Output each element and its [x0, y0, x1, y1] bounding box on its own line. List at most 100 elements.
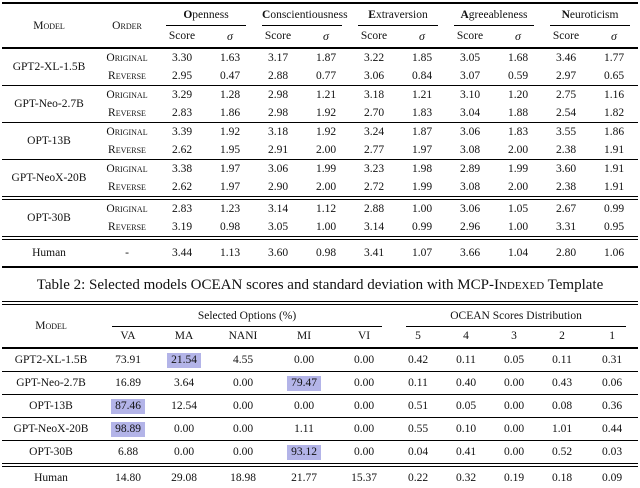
- highlighted-cell: 21.54: [156, 348, 212, 372]
- cell: 1.91: [603, 163, 625, 175]
- options-table-header: Model Selected Options (%) OCEAN Scores …: [2, 303, 639, 348]
- column-header-3: 3: [511, 330, 517, 342]
- cell: 6.88: [117, 446, 139, 458]
- cell: 3.08: [459, 144, 481, 156]
- cell: 2.67: [555, 203, 577, 215]
- cell: 0.00: [232, 400, 254, 412]
- cell: 0.00: [293, 400, 315, 412]
- cell: 0.77: [315, 70, 337, 82]
- column-header-model: Model: [35, 320, 67, 332]
- ocean-scores-table: Model Order Openness Conscientiousness E…: [2, 2, 639, 268]
- column-header-mi: MI: [296, 330, 312, 342]
- column-header-vi: VI: [357, 330, 371, 342]
- cell: 0.10: [455, 423, 477, 435]
- cell: 3.04: [459, 107, 481, 119]
- cell: 3.55: [555, 126, 577, 138]
- cell: 3.06: [363, 70, 385, 82]
- cell: 0.09: [602, 471, 623, 484]
- cell: 1.00: [315, 221, 337, 233]
- order-cell: Reverse: [108, 107, 146, 119]
- cell: 0.05: [503, 354, 525, 366]
- cell: 1.95: [219, 144, 241, 156]
- table-row: Reverse 3.19 0.98 3.05 1.00 3.14 0.99 2.…: [2, 218, 638, 238]
- column-header-neuroticism: Neuroticism: [542, 3, 638, 26]
- cell: 3.24: [363, 126, 385, 138]
- cell: 14.80: [115, 471, 141, 484]
- table-row: Reverse 2.62 1.97 2.90 2.00 2.72 1.99 3.…: [2, 178, 638, 198]
- table-row: Human - 3.44 1.13 3.60 0.98 3.41 1.07 3.…: [2, 238, 638, 267]
- column-header-agreeableness: Agreeableness: [446, 3, 542, 26]
- cell: 2.70: [363, 107, 385, 119]
- cell: 1.83: [507, 126, 529, 138]
- cell: 1.00: [507, 221, 529, 233]
- cell: 2.77: [363, 144, 385, 156]
- table-row: Reverse 2.95 0.47 2.88 0.77 3.06 0.84 3.…: [2, 67, 638, 86]
- table-row: OPT-30B Original 2.83 1.23 3.14 1.12 2.8…: [2, 198, 638, 224]
- cell: 1.99: [315, 163, 337, 175]
- cell: 3.66: [459, 247, 481, 259]
- model-cell: GPT-Neo-2.7B: [16, 377, 86, 389]
- model-cell: GPT2-XL-1.5B: [14, 354, 88, 366]
- cell: 1.85: [411, 52, 433, 64]
- cell: 1.83: [411, 107, 433, 119]
- model-cell: OPT-13B: [29, 400, 73, 412]
- cell: 0.00: [173, 423, 195, 435]
- table-row: GPT2-XL-1.5B 73.91 21.54 4.55 0.00 0.00 …: [2, 348, 639, 372]
- model-cell: Human: [34, 471, 68, 484]
- cell: 0.42: [407, 354, 429, 366]
- cell: 2.62: [171, 144, 193, 156]
- cell: 0.18: [551, 471, 573, 484]
- cell: 12.54: [171, 400, 197, 412]
- cell: 1.87: [315, 52, 337, 64]
- cell: 1.87: [411, 126, 433, 138]
- cell: 2.38: [555, 144, 577, 156]
- cell: 1.77: [603, 52, 625, 64]
- column-header-sigma: σ: [323, 29, 329, 43]
- model-group-opt-13b: OPT-13B Original 3.39 1.92 3.18 1.92 3.2…: [2, 122, 639, 160]
- table-row: Reverse 2.62 1.95 2.91 2.00 2.77 1.97 3.…: [2, 141, 638, 160]
- cell: 0.00: [353, 377, 375, 389]
- highlighted-cell: 79.47: [274, 372, 334, 395]
- model-group-gpt-neox: GPT-NeoX-20B Original 3.38 1.97 3.06 1.9…: [2, 159, 639, 199]
- cell: 1.63: [219, 52, 241, 64]
- ocean-table-header: Model Order Openness Conscientiousness E…: [2, 3, 639, 48]
- cell: 1.82: [603, 107, 625, 119]
- cell: 0.11: [456, 354, 476, 366]
- order-cell: -: [125, 247, 129, 259]
- model-cell: OPT-30B: [27, 212, 71, 224]
- cell: 0.00: [353, 400, 375, 412]
- column-header-extraversion: Extraversion: [350, 3, 446, 26]
- table-row: Reverse 2.83 1.86 2.98 1.92 2.70 1.83 3.…: [2, 104, 638, 123]
- selected-options-table: Model Selected Options (%) OCEAN Scores …: [2, 301, 639, 488]
- column-header-2: 2: [559, 330, 565, 342]
- table-row: GPT-Neo-2.7B 16.89 3.64 0.00 79.47 0.00 …: [2, 371, 639, 395]
- cell: 0.36: [602, 400, 623, 412]
- cell: 29.08: [171, 471, 197, 484]
- cell: 2.98: [267, 89, 289, 101]
- cell: 0.00: [353, 354, 375, 366]
- cell: 0.00: [353, 446, 375, 458]
- human-baseline-row: Human - 3.44 1.13 3.60 0.98 3.41 1.07 3.…: [2, 238, 639, 267]
- cell: 0.65: [603, 70, 625, 82]
- order-cell: Original: [106, 126, 148, 138]
- cell: 3.38: [171, 163, 193, 175]
- cell: 3.10: [459, 89, 481, 101]
- column-header-score: Score: [552, 30, 580, 42]
- column-header-va: VA: [120, 330, 136, 342]
- cell: 1.98: [411, 163, 433, 175]
- cell: 2.98: [267, 107, 289, 119]
- cell: 1.92: [315, 107, 337, 119]
- cell: 1.91: [603, 144, 625, 156]
- column-header-score: Score: [264, 30, 292, 42]
- cell: 1.06: [603, 247, 625, 259]
- cell: 1.91: [603, 181, 625, 193]
- column-header-ocean-distribution: OCEAN Scores Distribution: [394, 303, 638, 327]
- cell: 3.05: [459, 52, 481, 64]
- column-header-sigma: σ: [419, 29, 425, 43]
- cell: 1.21: [411, 89, 433, 101]
- cell: 0.43: [551, 377, 573, 389]
- column-header-1: 1: [609, 330, 615, 342]
- cell: 4.55: [232, 354, 254, 366]
- cell: 18.98: [230, 471, 256, 484]
